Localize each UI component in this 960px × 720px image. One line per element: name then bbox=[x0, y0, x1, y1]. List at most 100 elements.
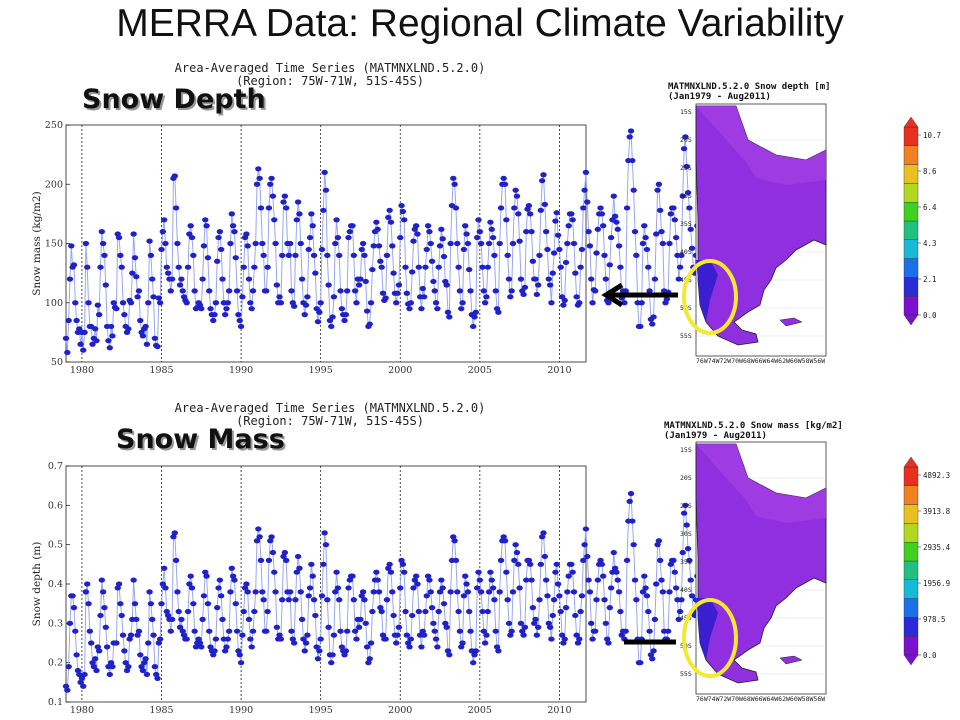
data-point bbox=[337, 628, 344, 634]
data-point bbox=[233, 628, 241, 634]
data-point bbox=[268, 175, 275, 181]
data-point bbox=[679, 549, 686, 556]
data-point bbox=[385, 565, 392, 571]
data-point bbox=[82, 589, 90, 595]
x-tick-label: 2010 bbox=[547, 365, 571, 376]
data-point bbox=[171, 173, 178, 179]
data-point bbox=[358, 246, 365, 253]
data-point bbox=[655, 181, 663, 187]
data-point bbox=[393, 640, 400, 646]
colorbar-band bbox=[903, 183, 919, 203]
data-point bbox=[432, 636, 440, 642]
data-point bbox=[150, 294, 157, 300]
data-point bbox=[328, 323, 335, 330]
data-point bbox=[76, 671, 83, 678]
data-point bbox=[602, 620, 610, 626]
data-point bbox=[379, 290, 387, 296]
data-point bbox=[684, 546, 692, 552]
data-point bbox=[304, 632, 311, 638]
lat-tick-label: 25S bbox=[680, 502, 692, 510]
bottom-chart-title: Area-Averaged Time Series (MATMNXLND.5.2… bbox=[60, 402, 600, 428]
data-point bbox=[192, 644, 200, 650]
data-point bbox=[212, 636, 220, 642]
data-point bbox=[119, 632, 127, 638]
data-point bbox=[244, 243, 251, 249]
data-point bbox=[641, 573, 648, 579]
data-point bbox=[162, 585, 169, 591]
data-point bbox=[552, 569, 559, 575]
colorbar-band bbox=[903, 201, 919, 222]
data-point bbox=[241, 585, 249, 591]
data-point bbox=[385, 214, 392, 221]
data-point bbox=[544, 593, 551, 599]
data-point bbox=[637, 660, 644, 666]
data-point bbox=[598, 211, 606, 217]
data-point bbox=[332, 240, 339, 247]
data-point bbox=[168, 616, 176, 623]
data-point bbox=[546, 282, 554, 288]
data-point bbox=[317, 300, 324, 306]
data-point bbox=[488, 577, 495, 583]
data-point bbox=[454, 240, 461, 247]
data-point bbox=[582, 169, 590, 175]
data-point bbox=[657, 557, 664, 564]
data-point bbox=[512, 187, 519, 193]
data-point bbox=[244, 589, 251, 595]
data-point bbox=[529, 258, 537, 264]
top-chart-title-line1: Area-Averaged Time Series (MATMNXLND.5.2… bbox=[174, 61, 486, 75]
data-point bbox=[423, 246, 430, 253]
data-point bbox=[298, 616, 306, 623]
data-point bbox=[528, 229, 535, 235]
data-point bbox=[594, 226, 602, 232]
x-tick-label: 2005 bbox=[468, 705, 492, 716]
data-point bbox=[318, 593, 326, 599]
data-point bbox=[460, 246, 468, 253]
data-point bbox=[573, 294, 580, 300]
data-point bbox=[519, 628, 526, 634]
data-point bbox=[639, 589, 647, 595]
data-point bbox=[483, 294, 490, 300]
data-point bbox=[443, 624, 450, 630]
data-point bbox=[517, 620, 525, 626]
data-point bbox=[399, 561, 407, 567]
data-point bbox=[507, 632, 514, 638]
data-point bbox=[187, 573, 194, 579]
data-point bbox=[211, 312, 218, 318]
data-point bbox=[240, 264, 247, 270]
data-point bbox=[263, 628, 270, 634]
data-point bbox=[611, 213, 619, 219]
data-point bbox=[525, 202, 533, 209]
data-point bbox=[414, 581, 421, 587]
data-point bbox=[442, 620, 449, 626]
data-point bbox=[95, 648, 103, 654]
x-tick-label: 2010 bbox=[547, 705, 571, 716]
colorbar-band bbox=[903, 598, 919, 618]
data-point bbox=[475, 217, 482, 223]
data-point bbox=[202, 217, 209, 223]
data-point bbox=[320, 207, 327, 213]
data-point bbox=[642, 234, 649, 241]
data-point bbox=[588, 276, 595, 282]
data-point bbox=[586, 589, 594, 595]
data-point bbox=[512, 542, 519, 548]
data-point bbox=[418, 306, 425, 312]
data-point bbox=[568, 211, 575, 217]
data-point bbox=[528, 577, 535, 583]
data-point bbox=[239, 294, 246, 300]
data-point bbox=[477, 240, 485, 247]
data-point bbox=[260, 597, 267, 603]
lat-tick-label: 30S bbox=[680, 192, 692, 200]
data-point bbox=[666, 589, 673, 595]
data-point bbox=[121, 312, 128, 318]
data-point bbox=[229, 223, 237, 229]
data-point bbox=[357, 616, 364, 623]
data-point bbox=[149, 616, 156, 623]
data-point bbox=[577, 608, 584, 615]
x-tick-label: 2000 bbox=[388, 365, 412, 376]
data-point bbox=[248, 644, 255, 650]
data-point bbox=[439, 585, 446, 591]
data-point bbox=[675, 616, 682, 623]
data-point bbox=[546, 624, 554, 630]
x-tick-label: 1995 bbox=[309, 365, 333, 376]
